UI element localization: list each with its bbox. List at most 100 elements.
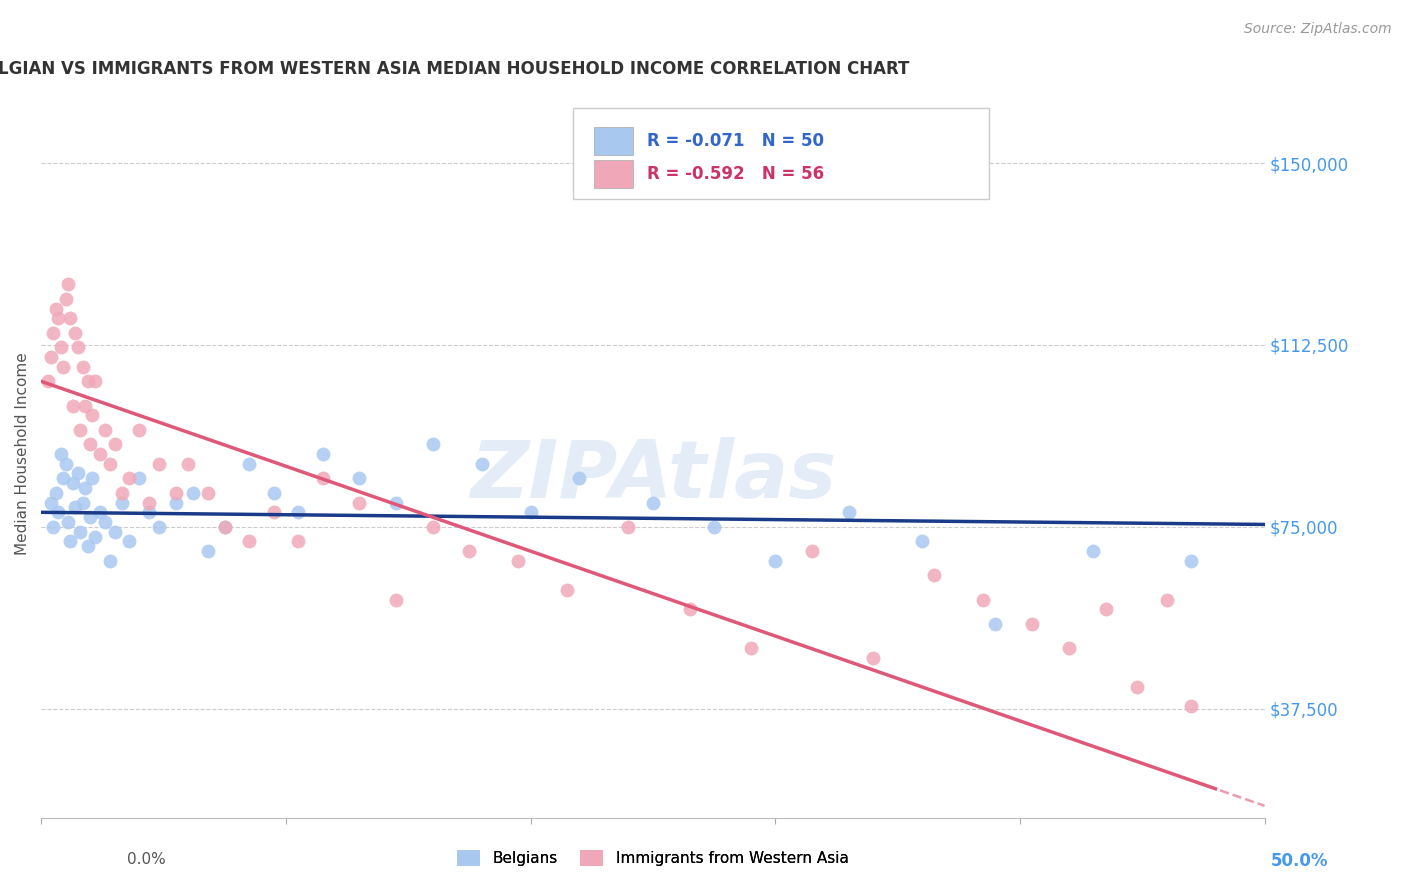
Point — [148, 520, 170, 534]
Point — [287, 505, 309, 519]
Point — [972, 592, 994, 607]
Point — [1083, 544, 1105, 558]
Point — [703, 520, 725, 534]
Text: R = -0.071   N = 50: R = -0.071 N = 50 — [647, 132, 824, 150]
Point — [111, 486, 134, 500]
Point — [75, 399, 97, 413]
Point — [922, 568, 945, 582]
Point — [69, 423, 91, 437]
FancyBboxPatch shape — [595, 128, 633, 155]
Point — [76, 539, 98, 553]
Point — [72, 359, 94, 374]
Point — [214, 520, 236, 534]
Point — [238, 457, 260, 471]
Text: Source: ZipAtlas.com: Source: ZipAtlas.com — [1244, 22, 1392, 37]
Point — [56, 515, 79, 529]
Point — [89, 505, 111, 519]
Point — [422, 437, 444, 451]
Point — [422, 520, 444, 534]
Point — [79, 510, 101, 524]
Point — [62, 399, 84, 413]
Text: 0.0%: 0.0% — [127, 852, 166, 867]
Point — [39, 495, 62, 509]
Point — [89, 447, 111, 461]
Point — [128, 423, 150, 437]
Point — [49, 447, 72, 461]
Point — [56, 277, 79, 292]
Point — [46, 505, 69, 519]
FancyBboxPatch shape — [574, 109, 990, 200]
Point — [311, 447, 333, 461]
Point — [311, 471, 333, 485]
Point — [138, 495, 160, 509]
Point — [111, 495, 134, 509]
Point — [42, 520, 65, 534]
Point — [52, 359, 75, 374]
Point — [165, 486, 187, 500]
Text: ZIPAtlas: ZIPAtlas — [470, 437, 837, 515]
Point — [740, 641, 762, 656]
Point — [800, 544, 823, 558]
Point — [1180, 554, 1202, 568]
Point — [45, 486, 67, 500]
Text: 50.0%: 50.0% — [1271, 852, 1329, 870]
Point — [82, 409, 104, 423]
Point — [1180, 699, 1202, 714]
Point — [82, 471, 104, 485]
Point — [66, 467, 89, 481]
Point — [197, 544, 219, 558]
Point — [118, 471, 141, 485]
Point — [118, 534, 141, 549]
Point — [66, 340, 89, 354]
Point — [263, 505, 285, 519]
Point — [385, 592, 408, 607]
Point — [568, 471, 591, 485]
Point — [347, 471, 370, 485]
Point — [42, 326, 65, 340]
Point — [1021, 616, 1043, 631]
Point — [263, 486, 285, 500]
Point — [165, 495, 187, 509]
Point — [55, 292, 77, 306]
Point — [862, 650, 884, 665]
Point — [838, 505, 860, 519]
Point — [177, 457, 200, 471]
Point — [65, 326, 87, 340]
Text: R = -0.592   N = 56: R = -0.592 N = 56 — [647, 165, 824, 183]
Point — [641, 495, 664, 509]
Point — [45, 301, 67, 316]
Point — [59, 534, 82, 549]
Point — [49, 340, 72, 354]
Point — [519, 505, 541, 519]
Point — [98, 457, 121, 471]
Point — [98, 554, 121, 568]
Point — [39, 350, 62, 364]
Point — [911, 534, 934, 549]
Point — [55, 457, 77, 471]
Point — [138, 505, 160, 519]
Point — [508, 554, 530, 568]
Point — [75, 481, 97, 495]
Point — [84, 374, 107, 388]
Point — [46, 311, 69, 326]
Point — [287, 534, 309, 549]
FancyBboxPatch shape — [595, 161, 633, 188]
Point — [69, 524, 91, 539]
Point — [458, 544, 481, 558]
Point — [103, 437, 125, 451]
Point — [1156, 592, 1178, 607]
Text: BELGIAN VS IMMIGRANTS FROM WESTERN ASIA MEDIAN HOUSEHOLD INCOME CORRELATION CHAR: BELGIAN VS IMMIGRANTS FROM WESTERN ASIA … — [0, 60, 910, 78]
Point — [1057, 641, 1080, 656]
Point — [84, 530, 107, 544]
Point — [238, 534, 260, 549]
Point — [148, 457, 170, 471]
Point — [1126, 680, 1149, 694]
Point — [347, 495, 370, 509]
Point — [128, 471, 150, 485]
Y-axis label: Median Household Income: Median Household Income — [15, 352, 30, 556]
Point — [72, 495, 94, 509]
Legend: Belgians, Immigrants from Western Asia: Belgians, Immigrants from Western Asia — [451, 844, 855, 872]
Point — [62, 476, 84, 491]
Point — [617, 520, 640, 534]
Point — [197, 486, 219, 500]
